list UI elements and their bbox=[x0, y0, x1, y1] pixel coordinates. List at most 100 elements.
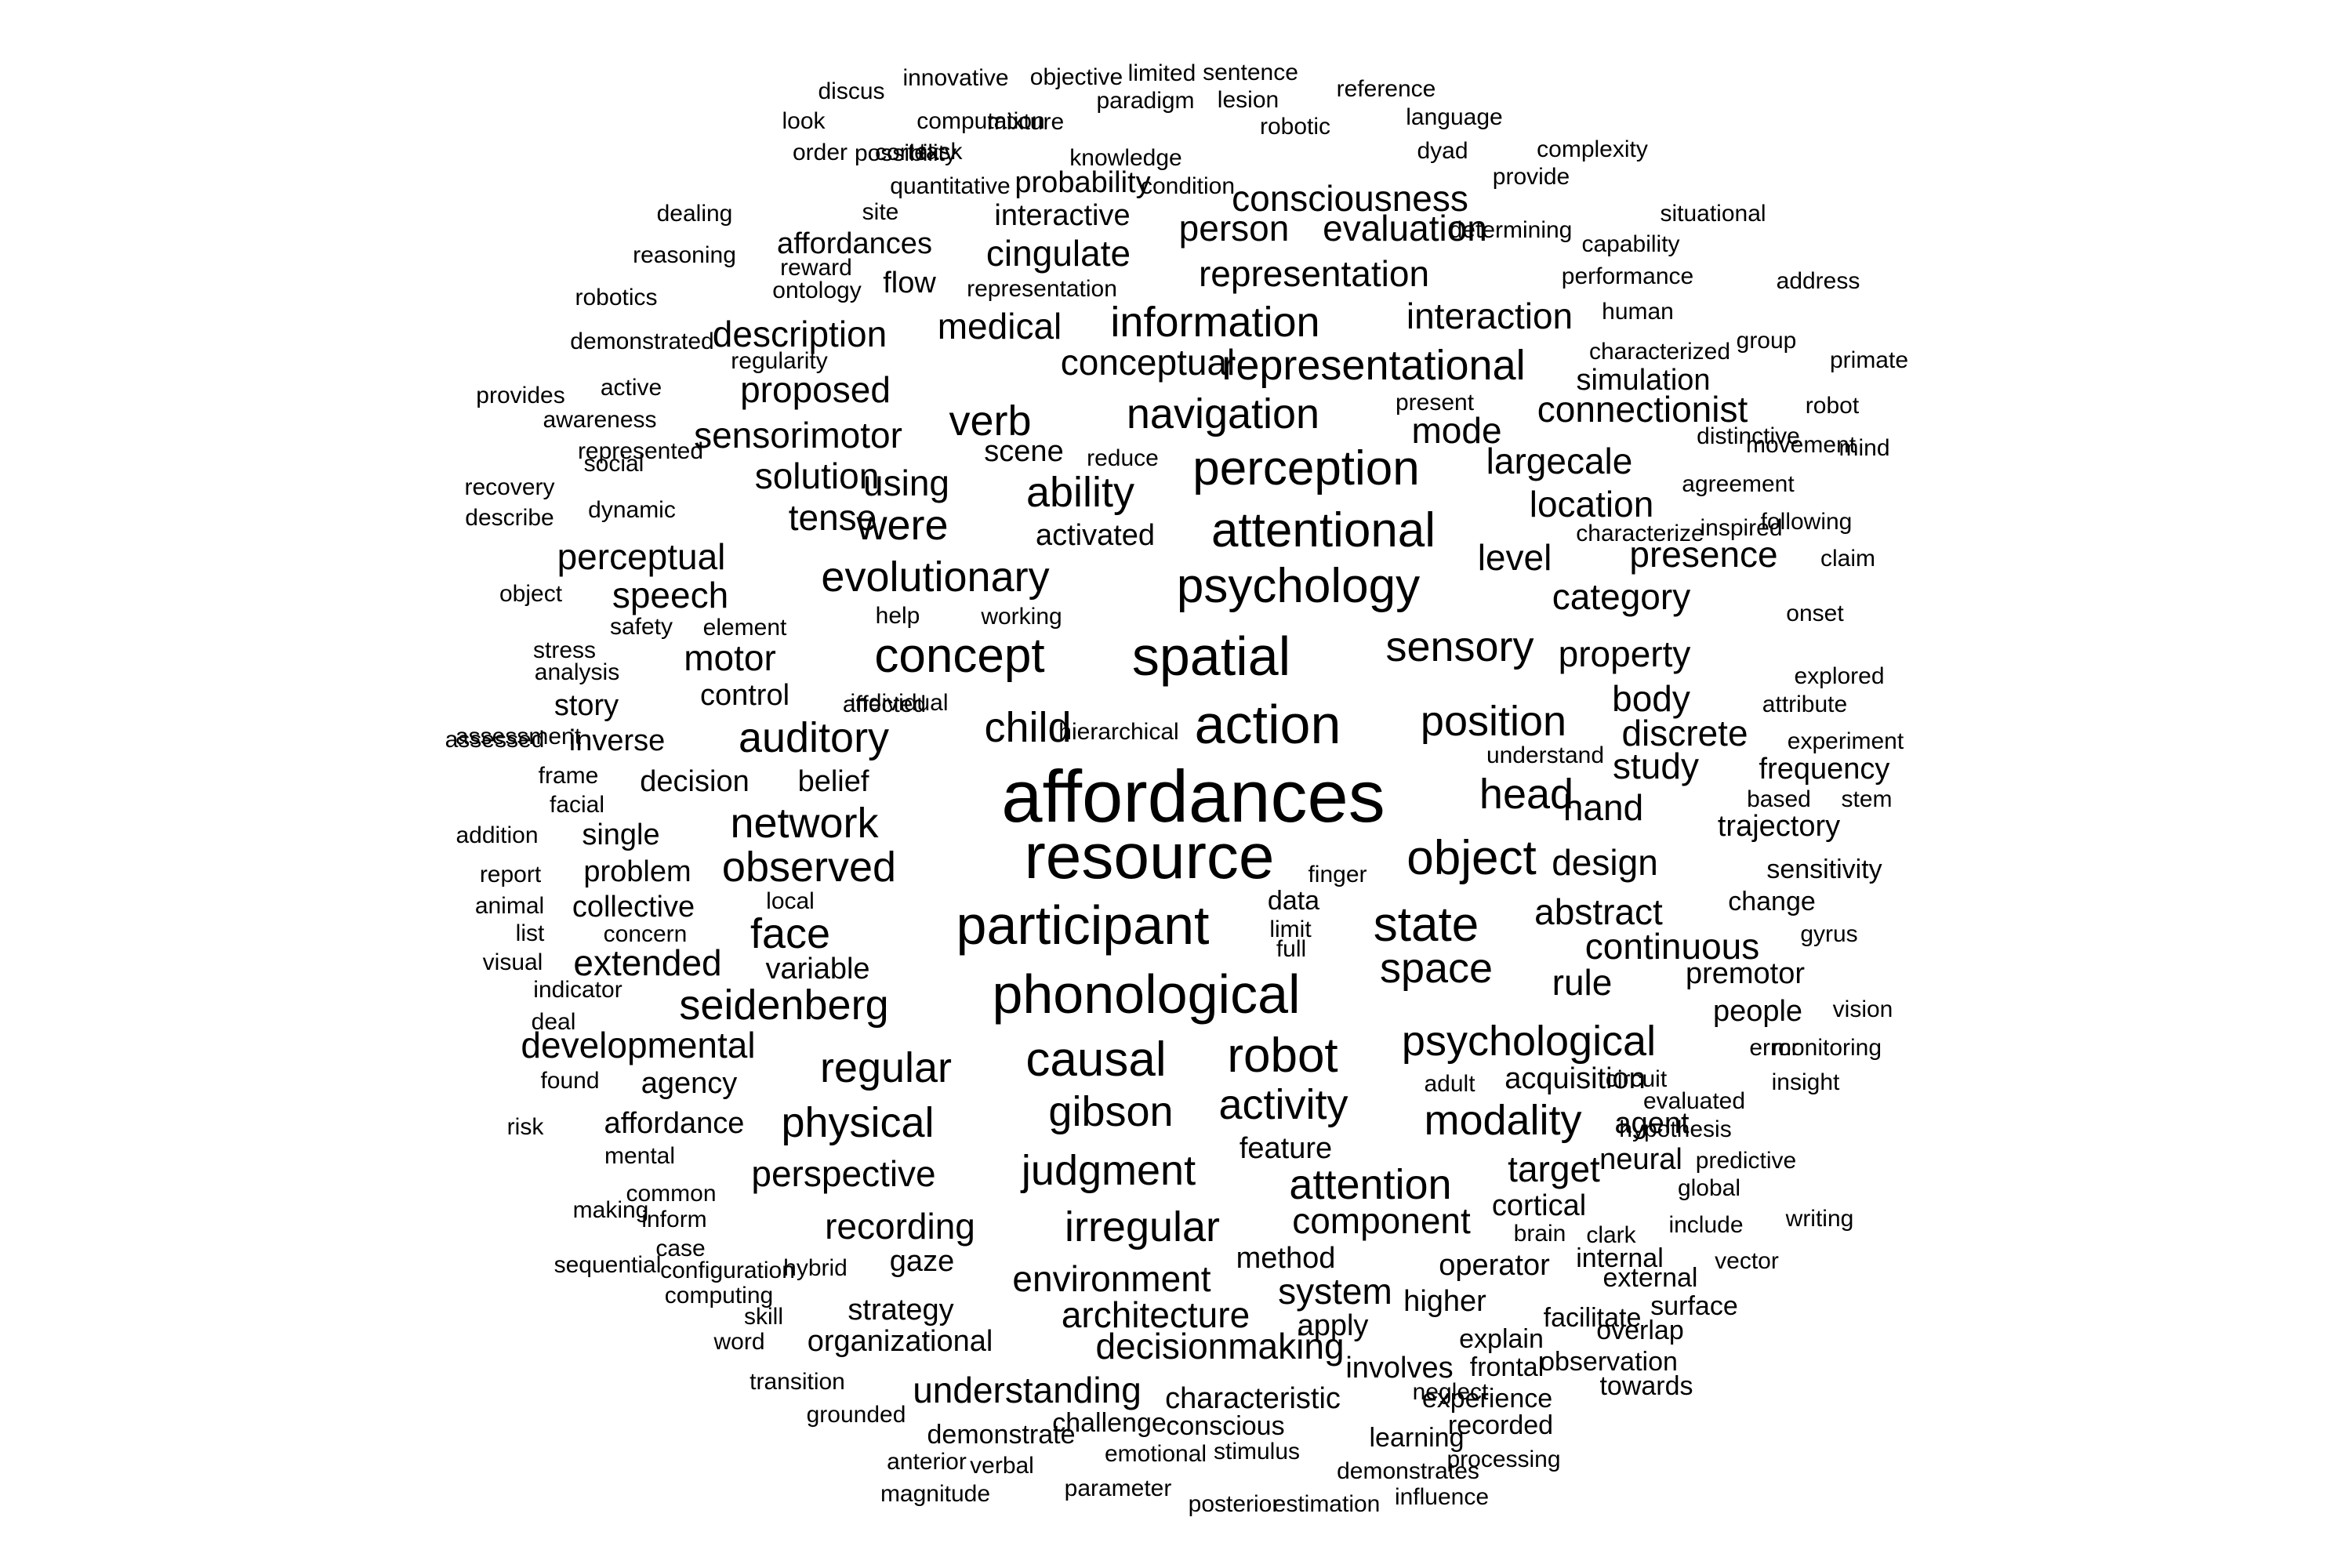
cloud-word: onset bbox=[1786, 601, 1844, 626]
cloud-word: inverse bbox=[568, 724, 666, 757]
cloud-word: parameter bbox=[1064, 1475, 1172, 1501]
cloud-word: animal bbox=[474, 893, 545, 919]
cloud-word: provides bbox=[476, 383, 565, 408]
cloud-word: found bbox=[540, 1068, 600, 1094]
cloud-word: address bbox=[1776, 268, 1860, 294]
cloud-word: visual bbox=[482, 949, 543, 975]
cloud-word: circuit bbox=[1605, 1066, 1668, 1092]
cloud-word: sentence bbox=[1203, 60, 1298, 85]
cloud-word: using bbox=[863, 463, 949, 503]
cloud-word: monitoring bbox=[1771, 1035, 1882, 1061]
cloud-word: magnitude bbox=[880, 1481, 991, 1507]
cloud-word: modality bbox=[1424, 1097, 1582, 1144]
cloud-word: abstract bbox=[1534, 891, 1663, 932]
cloud-word: participant bbox=[956, 895, 1210, 956]
cloud-word: premotor bbox=[1685, 957, 1806, 990]
cloud-word: characterized bbox=[1588, 339, 1731, 365]
cloud-word: scene bbox=[984, 435, 1064, 468]
cloud-word: demonstrates bbox=[1337, 1458, 1479, 1484]
cloud-word: limit bbox=[1269, 916, 1312, 942]
cloud-word: reference bbox=[1336, 76, 1436, 102]
cloud-word: gibson bbox=[1048, 1088, 1174, 1135]
cloud-word: global bbox=[1677, 1175, 1741, 1201]
cloud-word: belief bbox=[797, 765, 869, 798]
cloud-word: characteristic bbox=[1165, 1382, 1341, 1415]
cloud-word: reduce bbox=[1087, 445, 1159, 471]
cloud-word: claim bbox=[1820, 546, 1876, 572]
cloud-word: skill bbox=[744, 1304, 783, 1330]
cloud-word: explain bbox=[1459, 1324, 1544, 1354]
cloud-word: concern bbox=[603, 921, 688, 947]
cloud-word: demonstrated bbox=[570, 328, 714, 354]
cloud-word: brain bbox=[1513, 1221, 1566, 1247]
cloud-word: auditory bbox=[738, 714, 890, 761]
cloud-word: presence bbox=[1629, 534, 1778, 575]
cloud-word: operator bbox=[1439, 1249, 1550, 1282]
cloud-word: category bbox=[1552, 576, 1691, 617]
cloud-word: characterize bbox=[1576, 521, 1704, 546]
cloud-word: sequential bbox=[554, 1252, 662, 1278]
cloud-word: verbal bbox=[970, 1453, 1034, 1479]
cloud-word: hybrid bbox=[783, 1255, 848, 1281]
cloud-word: working bbox=[981, 604, 1062, 630]
cloud-word: insight bbox=[1771, 1069, 1840, 1095]
cloud-word: cortical bbox=[1491, 1189, 1587, 1222]
cloud-word: analysis bbox=[534, 659, 620, 685]
cloud-word: transition bbox=[750, 1369, 845, 1395]
cloud-word: situational bbox=[1660, 201, 1766, 227]
cloud-word: perception bbox=[1192, 441, 1420, 495]
cloud-word: object bbox=[499, 581, 563, 607]
cloud-word: proposed bbox=[740, 369, 891, 410]
cloud-word: problem bbox=[583, 855, 691, 888]
cloud-word: consciousness bbox=[1232, 178, 1468, 219]
cloud-word: group bbox=[1736, 328, 1797, 354]
cloud-word: addition bbox=[456, 822, 539, 848]
cloud-word: state bbox=[1373, 898, 1479, 952]
cloud-word: robot bbox=[1227, 1029, 1338, 1083]
cloud-word: stem bbox=[1841, 786, 1893, 812]
cloud-word: limited bbox=[1127, 60, 1196, 86]
cloud-word: recording bbox=[825, 1206, 975, 1247]
cloud-word: task bbox=[919, 139, 963, 165]
cloud-word: provide bbox=[1492, 164, 1570, 190]
cloud-word: person bbox=[1178, 208, 1290, 249]
cloud-word: frame bbox=[538, 763, 599, 789]
cloud-word: evaluated bbox=[1642, 1088, 1746, 1114]
cloud-word: cingulate bbox=[985, 233, 1131, 274]
cloud-word: case bbox=[655, 1236, 706, 1261]
cloud-word: causal bbox=[1025, 1033, 1167, 1087]
cloud-word: simulation bbox=[1576, 364, 1711, 397]
cloud-word: recorded bbox=[1447, 1410, 1554, 1440]
cloud-word: attention bbox=[1289, 1161, 1452, 1208]
cloud-word: representation bbox=[1198, 253, 1430, 294]
cloud-word: external bbox=[1602, 1263, 1698, 1293]
cloud-word: mode bbox=[1411, 410, 1502, 451]
cloud-word: performance bbox=[1561, 263, 1694, 289]
cloud-word: hierarchical bbox=[1058, 719, 1179, 745]
cloud-word: represented bbox=[577, 438, 704, 464]
cloud-word: awareness bbox=[543, 407, 657, 433]
cloud-word: writing bbox=[1785, 1206, 1854, 1232]
cloud-word: facilitate bbox=[1543, 1303, 1642, 1333]
cloud-word: list bbox=[515, 920, 545, 946]
cloud-word: help bbox=[875, 603, 920, 629]
cloud-word: probability bbox=[1014, 166, 1151, 199]
cloud-word: risk bbox=[506, 1114, 544, 1140]
cloud-word: continuous bbox=[1584, 926, 1760, 967]
cloud-word: stimulus bbox=[1213, 1439, 1301, 1465]
cloud-word: overlap bbox=[1596, 1316, 1684, 1345]
cloud-word: feature bbox=[1239, 1132, 1333, 1165]
cloud-word: affected bbox=[842, 691, 927, 717]
cloud-word: system bbox=[1278, 1271, 1392, 1312]
cloud-word: vision bbox=[1832, 996, 1893, 1022]
cloud-word: understand bbox=[1486, 742, 1605, 768]
cloud-word: information bbox=[1110, 299, 1320, 346]
cloud-word: determining bbox=[1449, 217, 1573, 243]
cloud-word: network bbox=[730, 800, 879, 847]
cloud-word: description bbox=[712, 314, 887, 354]
cloud-word: demonstrate bbox=[927, 1420, 1076, 1450]
cloud-word: attentional bbox=[1210, 503, 1436, 557]
cloud-word: recovery bbox=[464, 474, 555, 500]
cloud-word: reasoning bbox=[633, 242, 736, 268]
